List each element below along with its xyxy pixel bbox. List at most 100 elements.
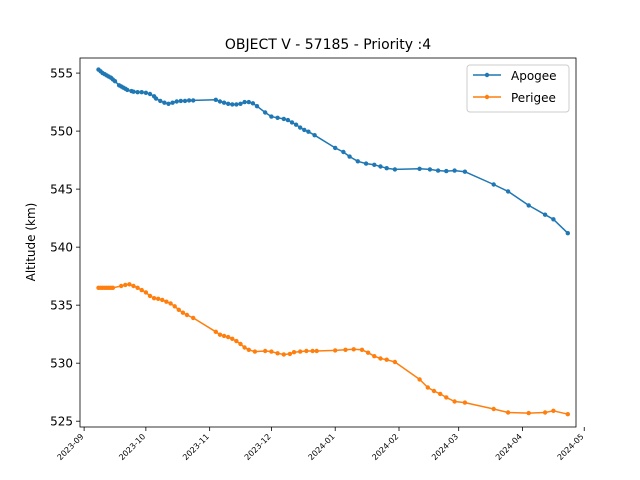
perigee-point — [160, 297, 165, 303]
series-apogee — [96, 67, 570, 236]
perigee-point — [551, 408, 556, 413]
apogee-point — [112, 79, 118, 84]
perigee-point — [230, 336, 235, 341]
y-tick-label: 535 — [50, 299, 73, 313]
perigee-point — [565, 412, 570, 417]
apogee-point — [238, 101, 243, 107]
y-tick-label: 540 — [50, 241, 73, 255]
perigee-point — [314, 348, 319, 354]
apogee-point — [191, 98, 196, 103]
legend-perigee-label: Perigee — [511, 91, 556, 105]
perigee-point — [221, 333, 227, 339]
perigee-point — [298, 349, 303, 354]
apogee-point — [230, 102, 235, 107]
apogee-point — [131, 89, 136, 94]
apogee-point — [162, 100, 167, 105]
perigee-point — [343, 347, 348, 352]
series-layer — [96, 67, 570, 417]
perigee-point — [135, 285, 140, 290]
perigee-point — [526, 410, 531, 416]
perigee-point — [164, 299, 169, 304]
perigee-point — [168, 301, 173, 306]
y-axis: 525 530 535 540 545 550 555 — [50, 67, 80, 429]
apogee-point — [153, 96, 159, 101]
legend: Apogee Perigee — [466, 64, 570, 113]
perigee-point — [417, 377, 422, 382]
perigee-point — [351, 347, 356, 352]
perigee-point — [156, 296, 161, 301]
apogee-point — [289, 120, 295, 125]
apogee-point — [392, 167, 398, 172]
perigee-point — [246, 347, 251, 352]
perigee-point — [139, 287, 144, 293]
perigee-point — [123, 282, 128, 288]
perigee-point — [191, 315, 196, 321]
apogee-point — [372, 162, 377, 167]
y-tick-label: 525 — [50, 415, 73, 429]
legend-apogee-marker — [484, 72, 490, 78]
apogee-point — [281, 116, 286, 122]
perigee-point — [491, 406, 496, 412]
perigee-point — [131, 283, 136, 289]
apogee-point — [306, 129, 311, 134]
perigee-point — [176, 307, 181, 312]
perigee-point — [365, 350, 371, 355]
perigee-point — [542, 410, 548, 415]
apogee-point — [213, 97, 218, 103]
apogee-point — [263, 110, 268, 115]
perigee-point — [359, 347, 365, 352]
perigee-point — [462, 400, 468, 405]
perigee-point — [444, 395, 449, 400]
perigee-point — [180, 310, 186, 315]
perigee-point — [384, 357, 389, 362]
perigee-point — [372, 354, 377, 359]
perigee-point — [452, 399, 457, 404]
apogee-point — [526, 203, 531, 208]
series-perigee — [96, 282, 570, 417]
y-tick-label: 555 — [50, 67, 73, 81]
apogee-point — [178, 98, 183, 104]
apogee-point — [491, 182, 496, 187]
y-tick-label: 545 — [50, 183, 73, 197]
legend-apogee-label: Apogee — [511, 69, 557, 83]
perigee-point — [304, 348, 309, 354]
perigee-point — [378, 356, 383, 361]
apogee-point — [269, 114, 274, 119]
apogee-point — [435, 168, 441, 173]
legend-box — [466, 64, 570, 113]
apogee-point — [125, 87, 130, 93]
perigee-point — [217, 332, 223, 337]
apogee-point — [285, 117, 291, 123]
apogee-point — [246, 99, 251, 105]
perigee-point — [252, 349, 258, 354]
perigee-point — [119, 283, 124, 289]
apogee-point — [135, 90, 140, 95]
perigee-point — [242, 345, 247, 350]
perigee-point — [143, 290, 149, 295]
perigee-point — [234, 338, 239, 344]
perigee-point — [147, 293, 153, 299]
apogee-point — [254, 104, 260, 109]
apogee-point — [312, 133, 317, 138]
apogee-point — [170, 100, 175, 105]
apogee-point — [384, 166, 389, 171]
perigee-point — [438, 391, 443, 397]
perigee-point — [263, 348, 268, 354]
apogee-point — [158, 98, 163, 104]
perigee-point — [269, 349, 274, 354]
apogee-point — [293, 122, 299, 127]
perigee-point — [505, 410, 511, 415]
apogee-point — [417, 166, 422, 171]
apogee-point — [551, 217, 556, 222]
apogee-point — [355, 159, 360, 164]
apogee-point — [462, 169, 468, 174]
legend-perigee-marker — [484, 94, 490, 100]
perigee-point — [184, 312, 190, 318]
perigee-point — [281, 352, 286, 357]
y-axis-label: Altitude (km) — [24, 203, 38, 282]
apogee-point — [275, 115, 280, 121]
apogee-point — [427, 167, 433, 172]
apogee-point — [378, 164, 383, 169]
